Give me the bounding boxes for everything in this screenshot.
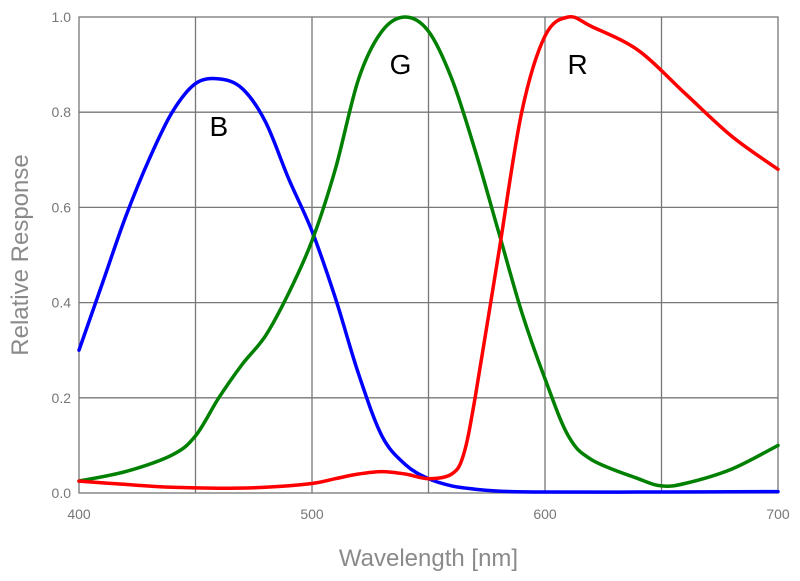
x-axis-ticks: 400 500 600 700 [67, 506, 790, 522]
x-tick-label: 400 [67, 506, 91, 522]
y-tick-label: 0.8 [52, 104, 72, 120]
series-line-g [77, 15, 780, 489]
y-tick-label: 1.0 [52, 9, 72, 25]
x-tick-label: 700 [766, 506, 790, 522]
curve-label-g: G [390, 49, 412, 80]
x-axis-title: Wavelength [nm] [339, 545, 518, 572]
x-tick-label: 600 [533, 506, 557, 522]
y-axis-ticks: 0.0 0.2 0.4 0.6 0.8 1.0 [52, 9, 72, 501]
curve-label-r: R [568, 49, 588, 80]
curve-label-b: B [209, 111, 228, 142]
series-line-r [77, 14, 780, 490]
plot-frame [78, 16, 779, 494]
y-tick-label: 0.2 [52, 390, 72, 406]
y-axis-title: Relative Response [7, 154, 34, 355]
curve-labels: B G R [209, 49, 587, 142]
series-line-b [77, 76, 780, 494]
x-tick-label: 500 [300, 506, 324, 522]
grid [79, 17, 778, 493]
series-group [77, 14, 780, 494]
y-tick-label: 0.6 [52, 199, 72, 215]
y-tick-label: 0.4 [52, 295, 72, 311]
y-tick-label: 0.0 [52, 485, 72, 501]
